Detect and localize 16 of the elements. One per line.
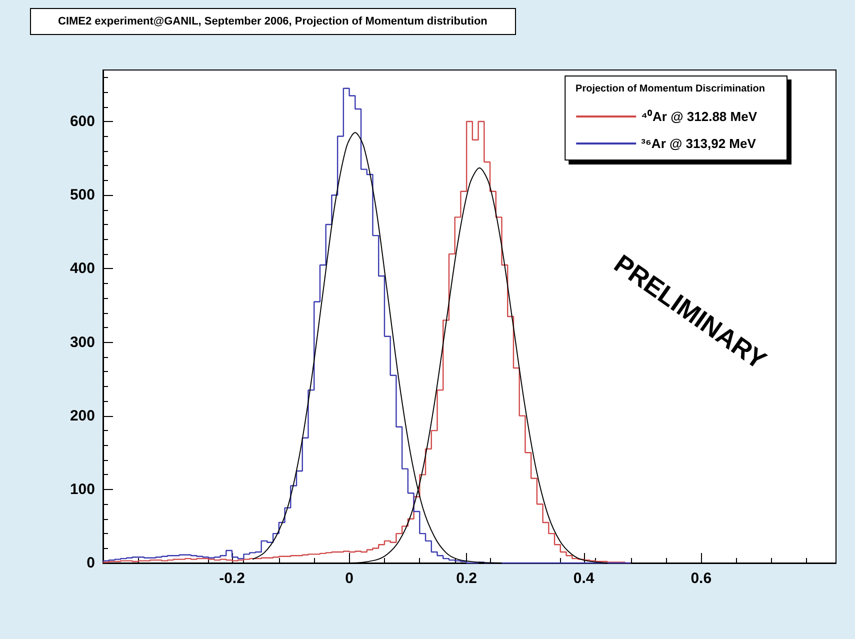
y-tick-label: 400 — [70, 260, 95, 278]
legend-label: ⁴⁰Ar @ 312.88 MeV — [641, 109, 758, 124]
y-tick-label: 100 — [70, 480, 95, 498]
legend-title: Projection of Momentum Discrimination — [576, 84, 766, 94]
x-tick-label: -0.2 — [219, 570, 245, 587]
y-tick-label: 0 — [86, 554, 95, 572]
y-tick-label: 200 — [70, 407, 95, 424]
legend-label: ³⁶Ar @ 313,92 MeV — [641, 136, 756, 151]
y-tick-label: 600 — [70, 113, 95, 130]
x-tick-label: 0 — [345, 570, 354, 587]
chart-title: CIME2 experiment@GANIL, September 2006, Projection of Momentum distribution — [58, 16, 488, 28]
x-tick-label: 0.6 — [690, 570, 712, 587]
y-tick-label: 300 — [70, 334, 95, 351]
y-tick-label: 500 — [70, 186, 95, 204]
x-tick-label: 0.4 — [573, 570, 595, 587]
x-tick-label: 0.2 — [456, 570, 477, 587]
